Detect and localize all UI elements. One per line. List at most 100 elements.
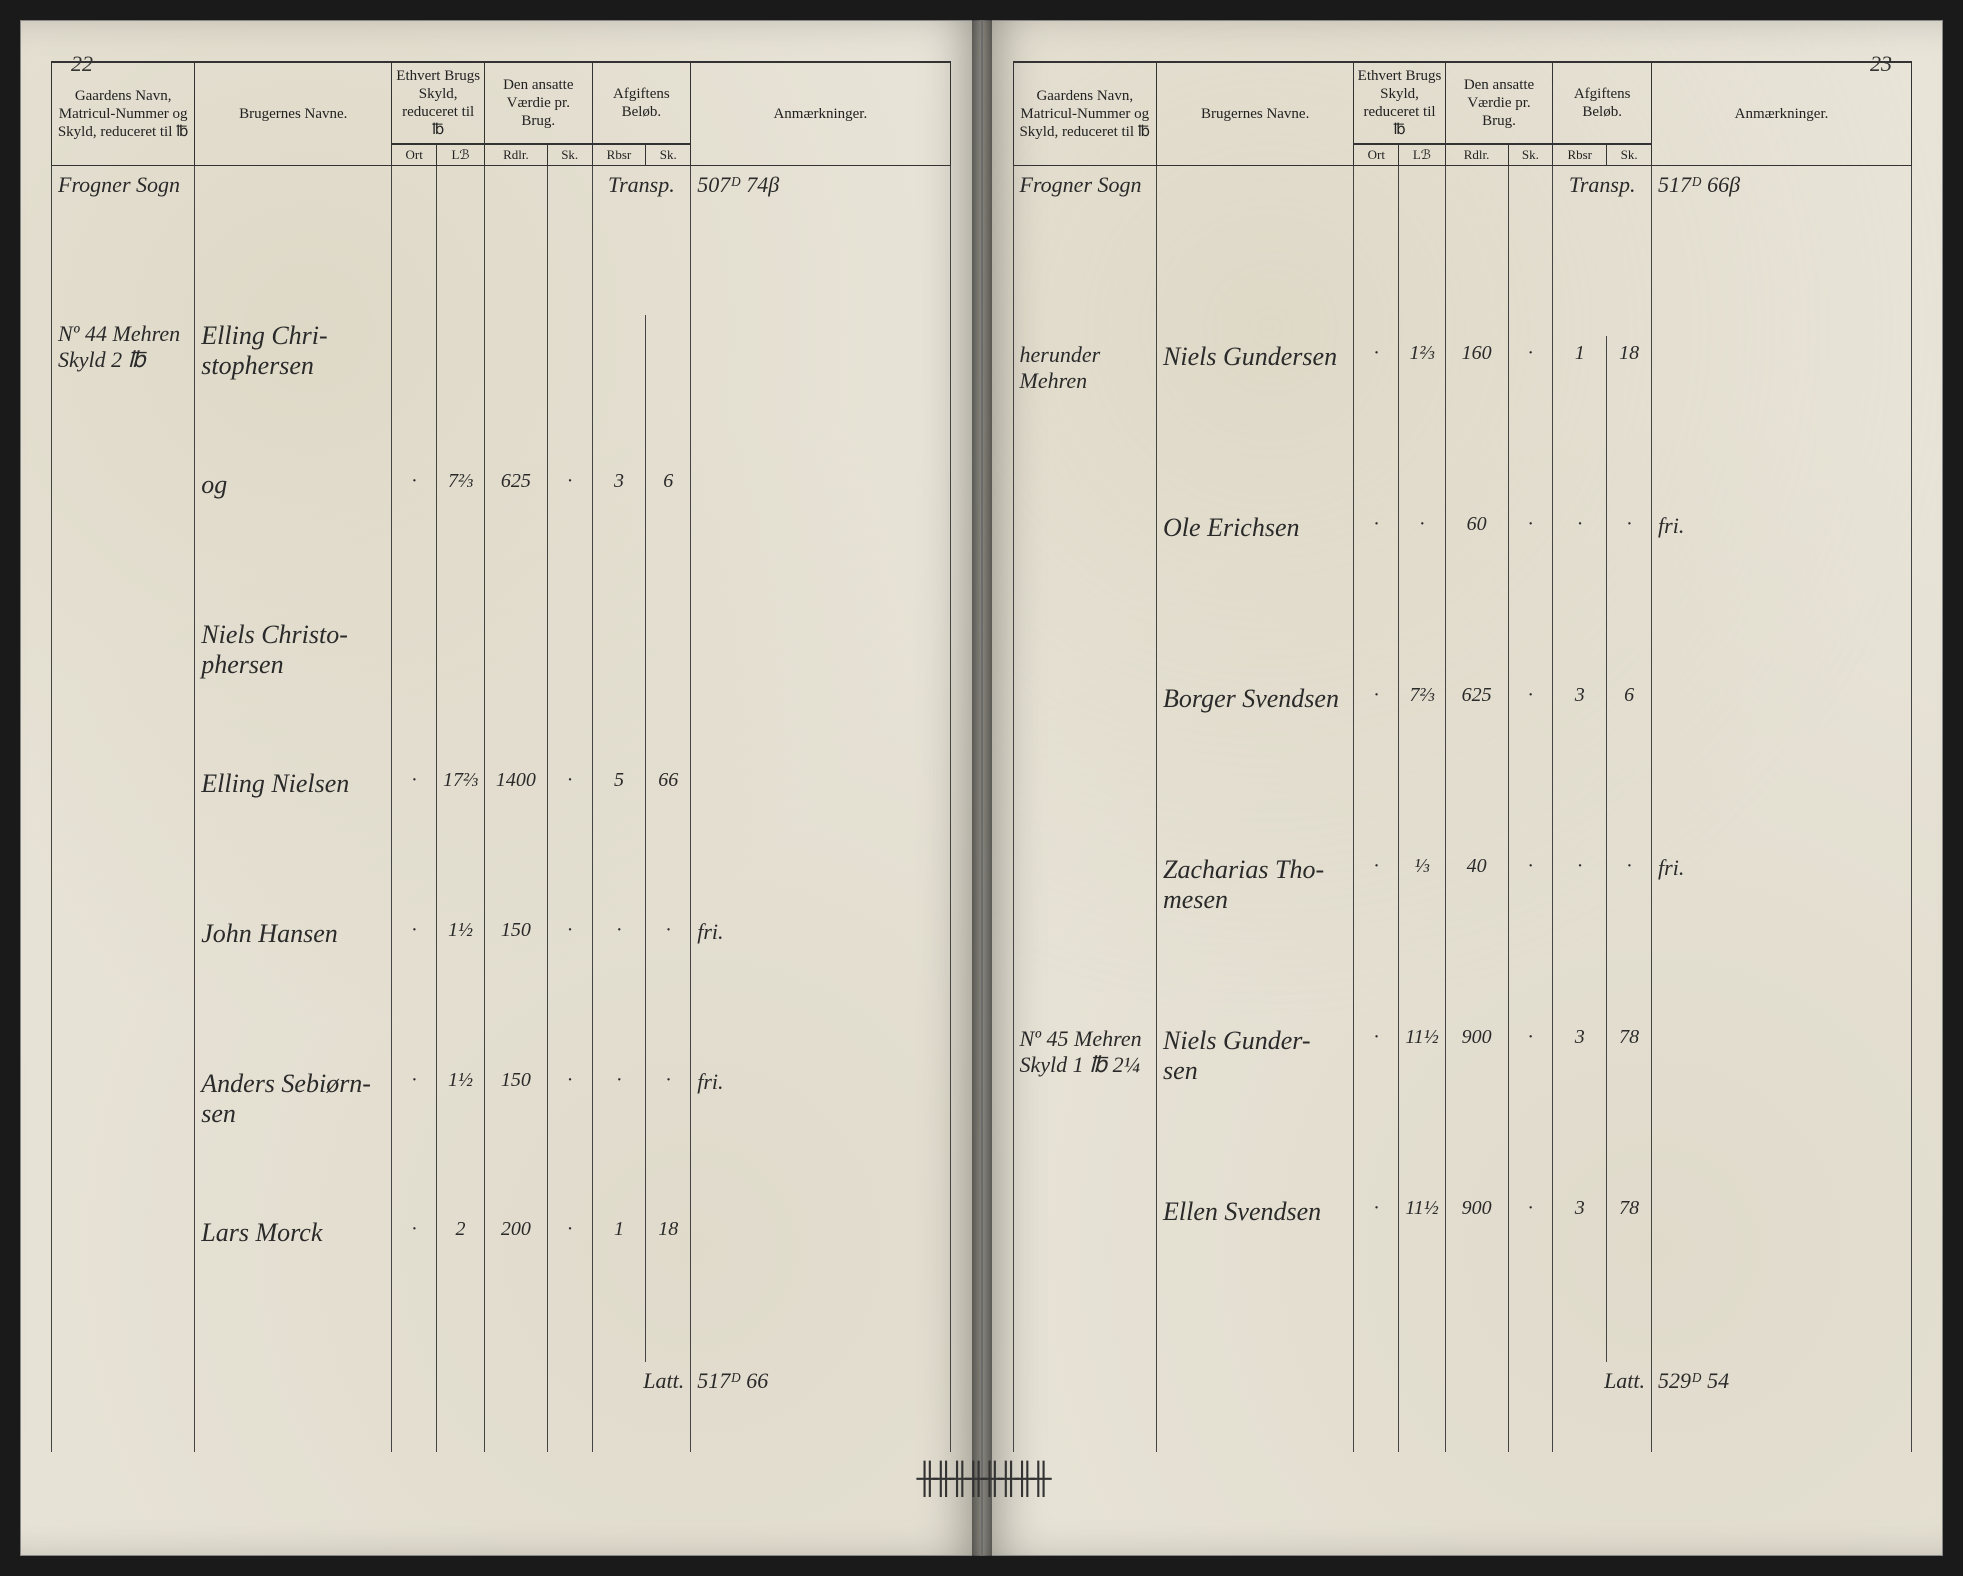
afgift-sk-cell [646, 315, 691, 465]
skyld-lod-cell: ⅓ [1399, 849, 1446, 1020]
sogn-label: Frogner Sogn [52, 165, 195, 315]
left-page: 22 Gaardens Navn, Matricul-Nummer og Sky… [20, 20, 982, 1556]
vaerdie-sk-cell: · [1508, 849, 1553, 1020]
total-value-right: 529ᴰ 54 [1652, 1362, 1912, 1452]
vaerdie-rd-cell: 900 [1445, 1020, 1508, 1191]
anm-cell [691, 614, 950, 764]
skyld-ort-cell: · [392, 913, 437, 1063]
skyld-ort-cell: · [1354, 849, 1399, 1020]
gard-cell [52, 1212, 195, 1362]
skyld-lod-cell: 17⅔ [437, 763, 485, 913]
table-row: Elling Nielsen·17⅔1400·566 [52, 763, 951, 913]
bruger-cell: Elling Nielsen [195, 763, 392, 913]
ledger-body-right: Frogner Sogn Transp. 517ᴰ 66β herunder M… [1013, 165, 1912, 1362]
anm-cell: fri. [691, 913, 950, 1063]
skyld-ort-cell: · [1354, 1020, 1399, 1191]
anm-cell: fri. [1652, 849, 1912, 1020]
subheader-rdlr-r: Rdlr. [1445, 144, 1508, 165]
anm-cell [1652, 1020, 1912, 1191]
afgift-rd-cell [592, 315, 646, 465]
header-brugere-r: Brugernes Navne. [1157, 62, 1354, 165]
bruger-cell: Niels Christo- phersen [195, 614, 392, 764]
table-row: Zacharias Tho- mesen·⅓40···fri. [1013, 849, 1912, 1020]
bruger-cell: John Hansen [195, 913, 392, 1063]
vaerdie-rd-cell: 40 [1445, 849, 1508, 1020]
subheader-sk-r: Sk. [1508, 144, 1553, 165]
vaerdie-sk-cell: · [547, 1212, 592, 1362]
subheader-ort-r: Ort [1354, 144, 1399, 165]
table-row: herunder MehrenNiels Gundersen·1⅔160·118 [1013, 336, 1912, 507]
header-anm: Anmærkninger. [691, 62, 950, 165]
subheader-sk2: Sk. [646, 144, 691, 165]
anm-cell [691, 1212, 950, 1362]
sogn-label-r: Frogner Sogn [1013, 165, 1157, 336]
skyld-lod-cell: 1½ [437, 913, 485, 1063]
bruger-cell: Ellen Svendsen [1157, 1191, 1354, 1362]
anm-cell [691, 315, 950, 465]
table-row: og·7⅔625·36 [52, 464, 951, 614]
header-vaerdie-r: Den ansatte Værdie pr. Brug. [1445, 62, 1553, 144]
total-label-right: Latt. [1553, 1362, 1652, 1452]
afgift-sk-cell: 18 [646, 1212, 691, 1362]
bruger-cell: Zacharias Tho- mesen [1157, 849, 1354, 1020]
afgift-rd-cell: · [1553, 507, 1607, 678]
gard-cell: Nº 44 Mehren Skyld 2 ℔ [52, 315, 195, 465]
subheader-sk2-r: Sk. [1607, 144, 1652, 165]
header-skyld: Ethvert Brugs Skyld, reduceret til ℔ [392, 62, 485, 144]
skyld-ort-cell: · [1354, 678, 1399, 849]
anm-cell [691, 763, 950, 913]
vaerdie-sk-cell: · [547, 1063, 592, 1213]
ledger-table-right: Gaardens Navn, Matricul-Nummer og Skyld,… [1013, 61, 1913, 1452]
table-row: Ole Erichsen··60···fri. [1013, 507, 1912, 678]
vaerdie-sk-cell [547, 315, 592, 465]
page-number-left: 22 [71, 51, 93, 77]
table-row: Nº 44 Mehren Skyld 2 ℔Elling Chri- stoph… [52, 315, 951, 465]
skyld-lod-cell: 11½ [1399, 1020, 1446, 1191]
skyld-ort-cell: · [392, 1212, 437, 1362]
afgift-rd-cell: 3 [592, 464, 646, 614]
vaerdie-rd-cell [485, 614, 548, 764]
afgift-sk-cell [646, 614, 691, 764]
afgift-sk-cell: 78 [1607, 1020, 1652, 1191]
skyld-lod-cell: 11½ [1399, 1191, 1446, 1362]
ledger-book: 22 Gaardens Navn, Matricul-Nummer og Sky… [20, 20, 1943, 1556]
table-row: Anders Sebiørn- sen·1½150···fri. [52, 1063, 951, 1213]
transp-label-r: Transp. [1553, 165, 1652, 336]
skyld-ort-cell: · [392, 464, 437, 614]
header-gard: Gaardens Navn, Matricul-Nummer og Skyld,… [52, 62, 195, 165]
skyld-lod-cell: 2 [437, 1212, 485, 1362]
anm-cell: fri. [691, 1063, 950, 1213]
skyld-lod-cell: · [1399, 507, 1446, 678]
skyld-ort-cell [392, 315, 437, 465]
vaerdie-rd-cell: 160 [1445, 336, 1508, 507]
gard-cell [1013, 849, 1157, 1020]
afgift-sk-cell: · [646, 1063, 691, 1213]
afgift-rd-cell: 3 [1553, 1191, 1607, 1362]
vaerdie-rd-cell: 1400 [485, 763, 548, 913]
skyld-ort-cell: · [1354, 507, 1399, 678]
gard-cell: herunder Mehren [1013, 336, 1157, 507]
vaerdie-sk-cell: · [547, 763, 592, 913]
afgift-rd-cell: · [592, 913, 646, 1063]
afgift-rd-cell: · [1553, 849, 1607, 1020]
anm-cell [691, 464, 950, 614]
binding-stitches: ╫╫╫╫╫╫╫╫ [916, 1462, 1046, 1496]
afgift-rd-cell: 5 [592, 763, 646, 913]
header-skyld-r: Ethvert Brugs Skyld, reduceret til ℔ [1354, 62, 1445, 144]
ledger-body-left: Frogner Sogn Transp. 507ᴰ 74β Nº 44 Mehr… [52, 165, 951, 1362]
header-afgift: Afgiftens Beløb. [592, 62, 691, 144]
gard-cell [52, 913, 195, 1063]
table-row: Niels Christo- phersen [52, 614, 951, 764]
afgift-rd-cell: · [592, 1063, 646, 1213]
total-value-left: 517ᴰ 66 [691, 1362, 950, 1452]
bruger-cell: og [195, 464, 392, 614]
table-row: John Hansen·1½150···fri. [52, 913, 951, 1063]
afgift-sk-cell: 6 [1607, 678, 1652, 849]
bruger-cell: Ole Erichsen [1157, 507, 1354, 678]
header-brugere: Brugernes Navne. [195, 62, 392, 165]
anm-cell [1652, 678, 1912, 849]
gard-cell [1013, 1191, 1157, 1362]
subheader-lod-r: Lℬ [1399, 144, 1446, 165]
afgift-sk-cell: 66 [646, 763, 691, 913]
skyld-ort-cell: · [392, 763, 437, 913]
